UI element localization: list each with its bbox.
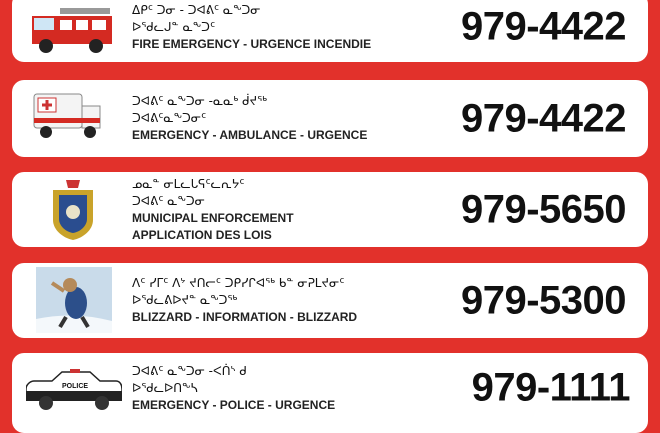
- service-label: APPLICATION DES LOIS: [132, 227, 272, 242]
- service-label: BLIZZARD - INFORMATION - BLIZZARD: [132, 310, 358, 324]
- service-label: MUNICIPAL ENFORCEMENT: [132, 210, 294, 225]
- service-label: FIRE EMERGENCY - URGENCE INCENDIE: [132, 36, 372, 51]
- municipal-badge-icon: [53, 180, 93, 240]
- police-car-icon: POLICE: [26, 369, 122, 410]
- blizzard-icon: [36, 267, 112, 333]
- syllabics-line: ᐅᖁᓚᐅᑎᖕᓴ: [132, 380, 198, 395]
- syllabics-line: ᑐᐊᕕᑦ ᓇᖕᑐᓂ: [132, 193, 205, 208]
- ambulance-text: ᑐᐊᕕᑦ ᓇᖕᑐᓂ -ᓇᓇᒃ ᑰᔪᖅ ᑐᐊᕕᑦᓇᖕᑐᓂᑦ EMERGENCY -…: [132, 80, 367, 157]
- syllabics-line: ᐃᑭᑦ ᑐᓂ - ᑐᐊᕕᑦ ᓇᖕᑐᓂ: [132, 2, 261, 17]
- service-label: EMERGENCY - POLICE - URGENCE: [132, 397, 336, 412]
- fire-truck-icon: [32, 8, 112, 53]
- service-label: EMERGENCY - AMBULANCE - URGENCE: [132, 128, 368, 142]
- municipal-enforcement-text: ᓄᓇᓐ ᓂᒪᓚᒐᕋᑦᓚᕆᔭᑦ ᑐᐊᕕᑦ ᓇᖕᑐᓂ MUNICIPAL ENFOR…: [132, 172, 294, 247]
- phone-number[interactable]: 979-5300: [460, 278, 627, 322]
- syllabics-line: ᑐᐊᕕᑦ ᓇᖕᑐᓂ -ᓇᓇᒃ ᑰᔪᖅ: [132, 94, 268, 108]
- phone-number[interactable]: 979-4422: [460, 4, 627, 49]
- syllabics-line: ᑐᐊᕕᑦᓇᖕᑐᓂᑦ: [132, 111, 207, 125]
- syllabics-line: ᐅᖁᓚᒍᓐ ᓇᖕᑐᑦ: [132, 19, 216, 34]
- syllabics-line: ᐱᑦ ᓯᒥᑦ ᐱᔾ ᔪᑎᓕᑦ ᑐᑭᓯᒋᐊᖅ ᑲᓐ ᓂᕈᒪᔪᓂᑦ: [132, 276, 345, 290]
- syllabics-line: ᓄᓇᓐ ᓂᒪᓚᒐᕋᑦᓚᕆᔭᑦ: [132, 176, 245, 191]
- blizzard-card: ᐱᑦ ᓯᒥᑦ ᐱᔾ ᔪᑎᓕᑦ ᑐᑭᓯᒋᐊᖅ ᑲᓐ ᓂᕈᒪᔪᓂᑦ ᐅᖁᓚᕕᐅᔪᓐ …: [12, 263, 648, 338]
- blizzard-text: ᐱᑦ ᓯᒥᑦ ᐱᔾ ᔪᑎᓕᑦ ᑐᑭᓯᒋᐊᖅ ᑲᓐ ᓂᕈᒪᔪᓂᑦ ᐅᖁᓚᕕᐅᔪᓐ …: [132, 263, 357, 338]
- phone-number[interactable]: 979-5650: [460, 187, 627, 231]
- fire-emergency-card: ᐃᑭᑦ ᑐᓂ - ᑐᐊᕕᑦ ᓇᖕᑐᓂ ᐅᖁᓚᒍᓐ ᓇᖕᑐᑦ FIRE EMERG…: [12, 0, 648, 62]
- syllabics-line: ᑐᐊᕕᑦ ᓇᖕᑐᓂ -ᐸᑏᔅ ᑯ: [132, 363, 247, 378]
- police-card: POLICE ᑐᐊᕕᑦ ᓇᖕᑐᓂ -ᐸᑏᔅ ᑯ ᐅᖁᓚᐅᑎᖕᓴ EMERGENC…: [12, 353, 648, 433]
- police-car-text: POLICE: [62, 383, 88, 390]
- fire-emergency-text: ᐃᑭᑦ ᑐᓂ - ᑐᐊᕕᑦ ᓇᖕᑐᓂ ᐅᖁᓚᒍᓐ ᓇᖕᑐᑦ FIRE EMERG…: [132, 0, 371, 62]
- ambulance-icon: [33, 93, 101, 138]
- ambulance-card: ᑐᐊᕕᑦ ᓇᖕᑐᓂ -ᓇᓇᒃ ᑰᔪᖅ ᑐᐊᕕᑦᓇᖕᑐᓂᑦ EMERGENCY -…: [12, 80, 648, 157]
- phone-number[interactable]: 979-4422: [460, 96, 627, 140]
- municipal-enforcement-card: ᓄᓇᓐ ᓂᒪᓚᒐᕋᑦᓚᕆᔭᑦ ᑐᐊᕕᑦ ᓇᖕᑐᓂ MUNICIPAL ENFOR…: [12, 172, 648, 247]
- phone-number[interactable]: 979-1111: [471, 365, 631, 410]
- syllabics-line: ᐅᖁᓚᕕᐅᔪᓐ ᓇᖕᑐᖅ: [132, 293, 238, 307]
- police-text: ᑐᐊᕕᑦ ᓇᖕᑐᓂ -ᐸᑏᔅ ᑯ ᐅᖁᓚᐅᑎᖕᓴ EMERGENCY - POL…: [132, 353, 335, 423]
